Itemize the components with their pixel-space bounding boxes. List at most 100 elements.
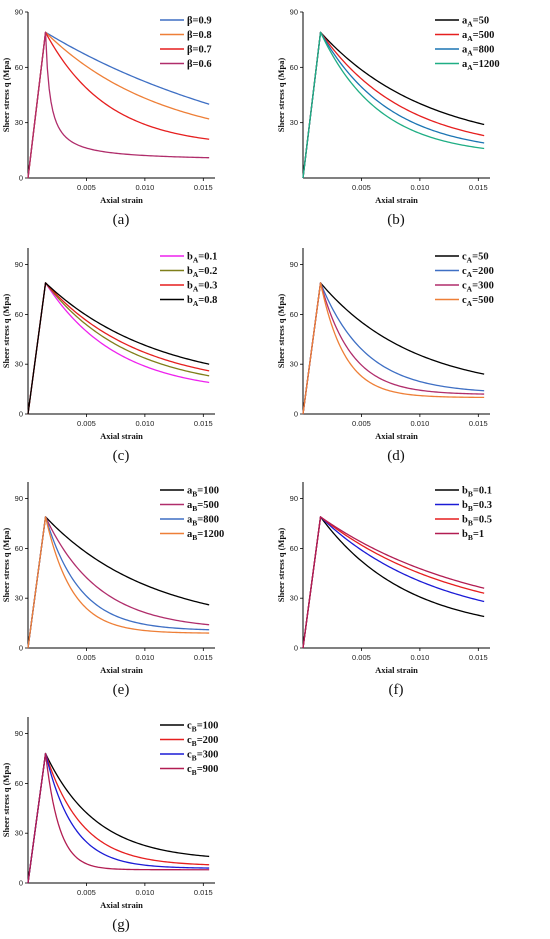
legend-value: =800 [473, 45, 495, 56]
legend-value: =50 [473, 16, 489, 27]
series-line [302, 31, 485, 179]
legend-value: =1200 [197, 529, 224, 540]
y-tick-label: 90 [15, 8, 23, 17]
x-tick-label: 0.005 [352, 653, 371, 662]
legend-symbol: b [187, 295, 193, 306]
y-tick-label: 60 [15, 63, 23, 72]
legend-symbol: b [187, 252, 193, 263]
legend-value: =0.3 [473, 500, 492, 511]
x-tick-label: 0.005 [77, 888, 96, 897]
legend-subscript: A [467, 256, 473, 265]
legend-value: =100 [197, 486, 219, 497]
series-line [302, 282, 485, 415]
legend-label: β=0.7 [187, 45, 212, 56]
legend-value: =0.6 [193, 59, 212, 70]
series-line [302, 31, 485, 179]
legend-symbol: β [187, 30, 193, 41]
y-tick-label: 60 [15, 310, 23, 319]
legend-subscript: B [468, 519, 473, 528]
legend-subscript: B [192, 519, 197, 528]
legend-value: =0.7 [193, 45, 212, 56]
legend-value: =500 [472, 295, 494, 306]
y-tick-label: 90 [290, 494, 298, 503]
y-axis-label: Sheer stress q (Mpa) [276, 58, 286, 133]
panel-caption: (e) [113, 682, 130, 698]
legend-symbol: β [187, 45, 193, 56]
series-line [27, 752, 210, 884]
legend-value: =100 [197, 721, 219, 732]
legend-symbol: b [462, 500, 468, 511]
legend-value: =0.3 [198, 281, 217, 292]
legend-value: =0.1 [198, 252, 217, 263]
legend-value: =0.8 [193, 30, 212, 41]
legend-label: β=0.9 [187, 16, 212, 27]
legend-symbol: c [462, 281, 467, 292]
legend-label: bA=0.2 [187, 266, 217, 279]
series-line [27, 282, 210, 415]
x-axis-label: Axial strain [375, 665, 418, 675]
x-axis-label: Axial strain [375, 431, 418, 441]
panel-caption: (g) [112, 917, 130, 933]
legend-symbol: c [187, 735, 192, 746]
legend-value: =1200 [473, 59, 500, 70]
legend-value: =0.1 [473, 486, 492, 497]
y-tick-label: 0 [19, 174, 23, 183]
legend-symbol: b [187, 281, 193, 292]
legend-label: aB=1200 [187, 529, 224, 542]
y-tick-label: 90 [290, 260, 298, 269]
legend-value: =0.8 [198, 295, 217, 306]
series-line [302, 31, 485, 179]
legend-subscript: A [467, 299, 473, 308]
legend-symbol: c [187, 750, 192, 761]
legend-subscript: A [193, 270, 199, 279]
y-axis-label: Sheer stress q (Mpa) [1, 528, 11, 603]
legend-symbol: c [462, 266, 467, 277]
legend-label: bB=0.1 [462, 486, 492, 499]
y-tick-label: 30 [15, 118, 23, 127]
series-line [27, 516, 210, 649]
series-line [302, 31, 485, 179]
series-line [27, 31, 210, 179]
y-tick-label: 30 [15, 594, 23, 603]
y-tick-label: 90 [290, 8, 298, 17]
y-tick-label: 60 [290, 544, 298, 553]
x-tick-label: 0.010 [410, 183, 429, 192]
chart-panel-c: 0.005 0.010 0.015 0 30 60 90 Axial strain Sheer … [0, 236, 275, 470]
chart-panel-d: 0.005 0.010 0.015 0 30 60 90 Axial strain Sheer … [275, 236, 550, 470]
y-tick-label: 30 [15, 360, 23, 369]
legend-symbol: a [462, 30, 468, 41]
legend-label: cA=500 [462, 295, 494, 308]
legend-label: cB=100 [187, 721, 218, 734]
legend-value: =300 [197, 750, 219, 761]
y-tick-label: 30 [15, 829, 23, 838]
series-line [302, 516, 485, 649]
legend-value: =0.5 [473, 515, 492, 526]
legend-label: cA=200 [462, 266, 494, 279]
series-line [27, 282, 210, 415]
legend-value: =500 [473, 30, 495, 41]
legend-subscript: A [467, 285, 473, 294]
panel-caption: (d) [387, 448, 405, 464]
x-axis-label: Axial strain [100, 665, 143, 675]
y-tick-label: 30 [290, 118, 298, 127]
legend-symbol: b [462, 529, 468, 540]
legend-label: bB=1 [462, 529, 484, 542]
series-line [302, 516, 485, 649]
chart-panel-g: 0.005 0.010 0.015 0 30 60 90 Axial strain Sheer … [0, 705, 275, 939]
x-tick-label: 0.005 [77, 653, 96, 662]
y-axis-label: Sheer stress q (Mpa) [276, 294, 286, 369]
x-tick-label: 0.010 [135, 183, 154, 192]
y-tick-label: 30 [290, 360, 298, 369]
legend-value: =300 [472, 281, 494, 292]
x-tick-label: 0.010 [135, 888, 154, 897]
legend-value: =200 [197, 735, 219, 746]
legend-subscript: B [192, 725, 197, 734]
series-line [27, 752, 210, 884]
legend-subscript: A [467, 20, 473, 29]
legend-label: aA=800 [462, 45, 494, 58]
x-axis-label: Axial strain [100, 195, 143, 205]
y-tick-label: 60 [15, 779, 23, 788]
legend-label: bB=0.3 [462, 500, 492, 513]
legend-label: cA=50 [462, 252, 489, 265]
legend-label: aA=1200 [462, 59, 500, 72]
